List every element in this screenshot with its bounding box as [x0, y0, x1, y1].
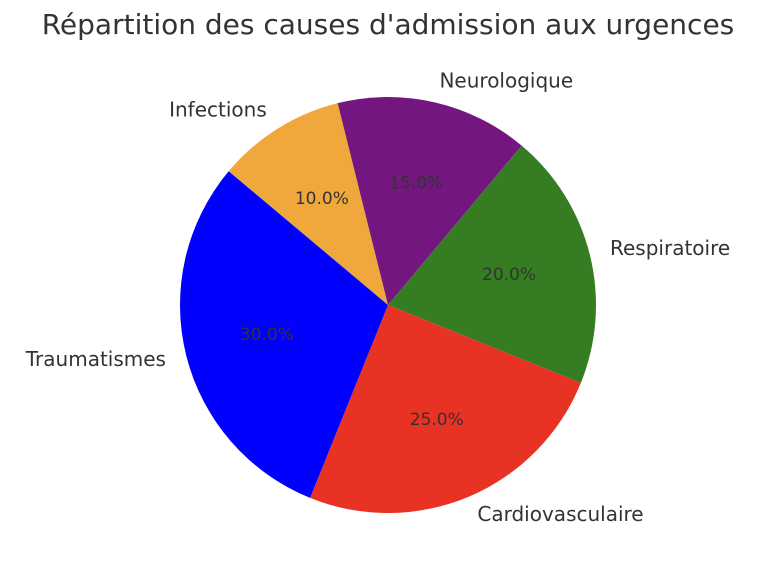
slice-label: Infections	[169, 97, 267, 121]
pie-slice	[310, 305, 581, 514]
slice-label: Cardiovasculaire	[477, 502, 643, 526]
pie-slice	[179, 171, 388, 498]
slice-label: Respiratoire	[610, 236, 730, 260]
slice-percent: 30.0%	[240, 325, 294, 345]
slice-percent: 25.0%	[410, 410, 464, 430]
pie-slice	[228, 103, 388, 305]
slice-label: Neurologique	[439, 69, 573, 93]
slice-percent: 15.0%	[389, 173, 443, 193]
slice-percent: 10.0%	[295, 189, 349, 209]
chart-title: Répartition des causes d'admission aux u…	[42, 8, 735, 41]
slice-percent: 20.0%	[482, 265, 536, 285]
slice-label: Traumatismes	[25, 347, 166, 371]
pie-slice	[337, 96, 522, 305]
pie-slice	[388, 145, 597, 383]
